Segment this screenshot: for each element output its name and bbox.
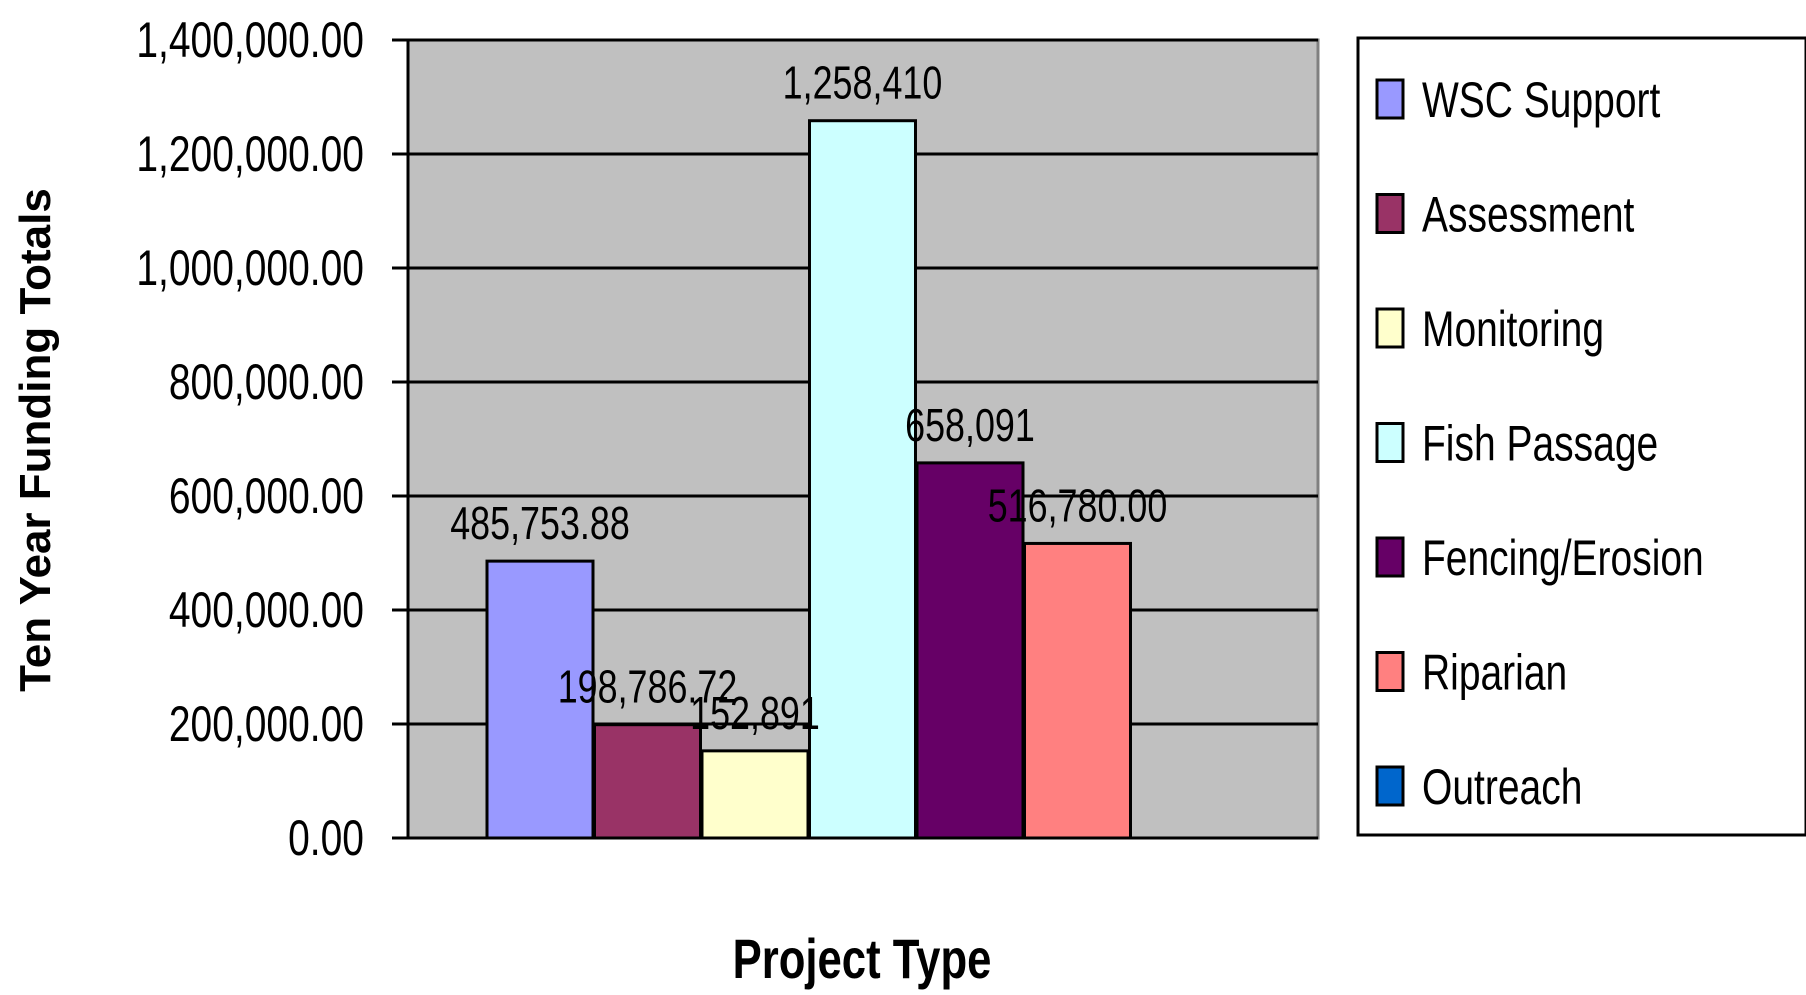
legend-label: Riparian (1422, 644, 1567, 701)
data-label: 152,891 (690, 688, 820, 739)
y-tick-label: 1,400,000.00 (136, 11, 364, 68)
bar (700, 749, 810, 840)
legend-swatch (1375, 193, 1405, 234)
bar (808, 119, 917, 840)
data-label: 658,091 (905, 400, 1035, 451)
legend-label: Assessment (1422, 186, 1635, 243)
y-tick-label: 600,000.00 (169, 467, 364, 524)
bars (485, 119, 1132, 840)
legend-label: WSC Support (1422, 71, 1661, 128)
legend: WSC Support Assessment Monitoring Fish Pass… (1375, 71, 1704, 815)
data-label: 198,786.72 (558, 661, 738, 712)
data-label: 516,780.00 (988, 480, 1168, 531)
legend-box (1356, 36, 1806, 837)
y-tick-label: 0.00 (288, 809, 364, 866)
data-label: 1,258,410 (783, 57, 943, 108)
y-tick-label: 1,200,000.00 (136, 125, 364, 182)
x-axis-title: Project Type (733, 928, 992, 990)
legend-label: Monitoring (1422, 300, 1604, 357)
y-tick-label: 800,000.00 (169, 353, 364, 410)
legend-label: Fish Passage (1422, 415, 1658, 472)
data-label: 485,753.88 (450, 498, 630, 549)
y-tick-label: 400,000.00 (169, 581, 364, 638)
y-tick-label: 1,000,000.00 (136, 239, 364, 296)
y-tick-label: 200,000.00 (169, 695, 364, 752)
bar (915, 461, 1025, 840)
bar (485, 559, 595, 840)
legend-label: Outreach (1422, 758, 1582, 815)
legend-swatch (1375, 78, 1405, 120)
legend-swatch (1375, 536, 1405, 578)
legend-swatch (1375, 422, 1405, 463)
y-axis-title: Ten Year Funding Totals (11, 188, 60, 692)
bar (1023, 541, 1132, 840)
legend-swatch (1375, 765, 1405, 807)
y-axis-ticks: 0.00 200,000.00 400,000.00 600,000.00 800,00… (136, 11, 408, 866)
bar (593, 723, 702, 840)
legend-swatch (1375, 651, 1405, 692)
legend-swatch (1375, 307, 1405, 349)
legend-label: Fencing/Erosion (1422, 529, 1704, 586)
